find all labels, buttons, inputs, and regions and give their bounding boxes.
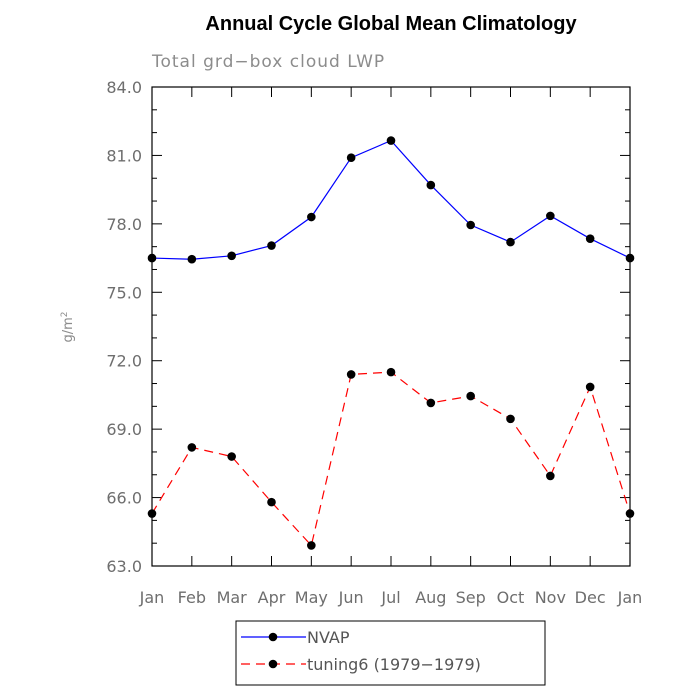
data-point	[147, 509, 157, 518]
data-point	[386, 367, 396, 377]
series-line	[151, 139, 631, 260]
data-point	[625, 253, 635, 263]
data-point	[187, 254, 197, 264]
legend-marker	[268, 659, 278, 669]
data-point	[147, 253, 157, 263]
series-line	[151, 371, 631, 547]
x-tick-label: May	[295, 588, 328, 607]
y-tick-label: 78.0	[106, 215, 142, 234]
data-point	[506, 237, 515, 247]
y-axis-label: g/m2	[60, 311, 76, 342]
y-axis-label-base: g/m	[61, 317, 76, 342]
data-point	[585, 382, 595, 392]
data-point	[466, 391, 475, 401]
data-point	[426, 398, 436, 408]
x-tick-label: Apr	[258, 588, 286, 607]
x-tick-label: Jan	[139, 588, 165, 607]
x-tick-label: Nov	[535, 588, 566, 607]
y-tick-label: 84.0	[106, 78, 142, 97]
svg-text:g/m2: g/m2	[60, 311, 76, 342]
data-point	[546, 211, 555, 221]
data-point	[227, 251, 236, 261]
x-tick-label: Oct	[497, 588, 525, 607]
data-point	[267, 497, 276, 507]
data-point	[227, 452, 236, 461]
y-tick-label: 63.0	[106, 557, 142, 576]
legend-box	[235, 620, 546, 686]
data-point	[346, 153, 356, 163]
legend: NVAP tuning6 (1979−1979)	[235, 620, 546, 686]
x-tick-label: Sep	[456, 588, 486, 607]
x-tick-label: Aug	[415, 588, 446, 607]
data-point	[307, 212, 316, 222]
data-point	[625, 509, 635, 518]
y-tick-label: 75.0	[106, 283, 142, 302]
x-tick-label: Dec	[575, 588, 606, 607]
chart-subtitle: Total grd−box cloud LWP	[151, 52, 385, 72]
legend-item: NVAP	[241, 628, 350, 647]
y-tick-label: 72.0	[106, 352, 142, 371]
data-point	[386, 136, 396, 145]
legend-item: tuning6 (1979−1979)	[241, 655, 481, 674]
legend-marker	[268, 632, 278, 642]
y-axis-label-sup: 2	[60, 311, 70, 317]
data-point	[307, 541, 316, 550]
plot-frame	[151, 86, 631, 567]
data-point	[506, 414, 515, 424]
data-point	[346, 370, 356, 379]
x-tick-label: Feb	[178, 588, 206, 607]
data-point	[187, 443, 197, 452]
series-2	[147, 367, 635, 550]
data-point	[585, 234, 595, 243]
y-tick-label: 69.0	[106, 420, 142, 439]
chart-title: Annual Cycle Global Mean Climatology	[205, 13, 577, 35]
data-point	[546, 471, 555, 481]
data-point	[426, 180, 436, 190]
data-point	[267, 241, 276, 250]
legend-label: NVAP	[307, 628, 350, 647]
y-tick-label: 66.0	[106, 489, 142, 508]
axis-ticks: 63.0 66.0 69.0 72.0 75.0 78.0 81.0 84.0 Jan Feb Ma…	[106, 78, 642, 607]
series-1	[147, 136, 635, 264]
x-tick-label: Mar	[217, 588, 248, 607]
x-tick-label: Jul	[380, 588, 400, 607]
x-tick-label: Jun	[338, 588, 364, 607]
legend-label: tuning6 (1979−1979)	[307, 655, 481, 674]
data-point	[466, 220, 475, 230]
x-tick-label: Jan	[617, 588, 643, 607]
y-tick-label: 81.0	[106, 146, 142, 165]
series-layer	[147, 136, 635, 550]
